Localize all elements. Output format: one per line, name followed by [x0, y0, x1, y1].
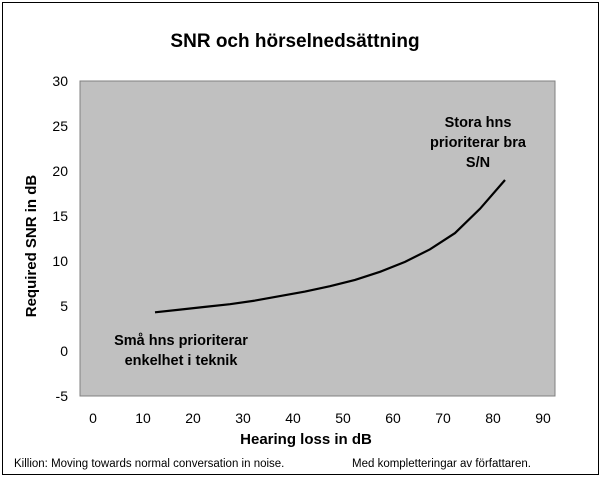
- y-tick-label: -5: [56, 388, 69, 404]
- annotation-line: prioriterar bra: [430, 135, 527, 151]
- annotation-stora-hns: Stora hns prioriterar bra S/N: [430, 115, 527, 171]
- x-tick-label: 20: [185, 410, 201, 426]
- y-tick-label: 5: [60, 298, 68, 314]
- plot-area: [79, 80, 556, 397]
- y-axis-title: Required SNR in dB: [23, 175, 40, 318]
- annotation-line: Stora hns: [445, 115, 512, 131]
- footer-note: Med kompletteringar av författaren.: [352, 458, 531, 470]
- footer-source: Killion: Moving towards normal conversat…: [14, 458, 284, 470]
- y-tick-label: 30: [52, 73, 68, 89]
- y-tick-label: 20: [52, 163, 68, 179]
- x-tick-label: 60: [385, 410, 401, 426]
- x-axis-ticks: 0 10 20 30 40 50 60 70 80 90: [89, 410, 551, 426]
- annotation-sma-hns: Små hns prioriterar enkelhet i teknik: [114, 333, 248, 369]
- x-axis-title: Hearing loss in dB: [240, 431, 372, 448]
- annotation-line: S/N: [466, 155, 490, 171]
- x-tick-label: 70: [435, 410, 451, 426]
- y-tick-label: 25: [52, 118, 68, 134]
- x-tick-label: 50: [335, 410, 351, 426]
- series-line: [154, 179, 506, 314]
- y-tick-label: 15: [52, 208, 68, 224]
- x-tick-label: 0: [89, 410, 97, 426]
- y-tick-label: 0: [60, 343, 68, 359]
- y-axis-ticks: -5 0 5 10 15 20 25 30: [52, 73, 68, 404]
- x-tick-label: 10: [135, 410, 151, 426]
- x-tick-label: 80: [485, 410, 501, 426]
- y-tick-label: 10: [52, 253, 68, 269]
- annotation-line: enkelhet i teknik: [125, 353, 239, 369]
- chart-title: SNR och hörselnedsättning: [170, 31, 419, 52]
- x-tick-label: 40: [285, 410, 301, 426]
- annotation-line: Små hns prioriterar: [114, 333, 248, 349]
- x-tick-label: 90: [535, 410, 551, 426]
- x-tick-label: 30: [235, 410, 251, 426]
